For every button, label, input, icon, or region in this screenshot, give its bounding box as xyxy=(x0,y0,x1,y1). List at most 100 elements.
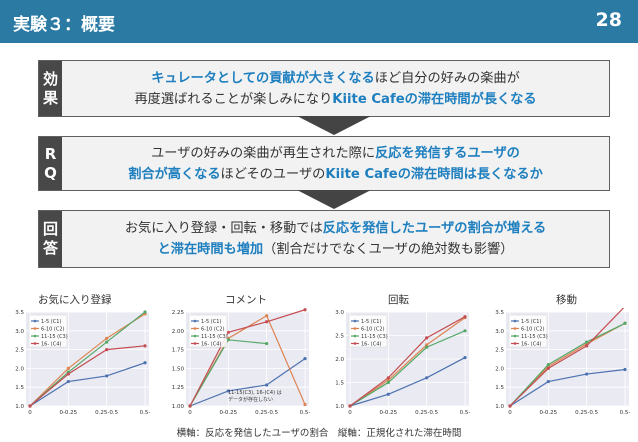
legend-label: 11-15 (C3) xyxy=(201,334,228,340)
data-point xyxy=(105,374,109,378)
series-line xyxy=(509,368,626,407)
legend-marker xyxy=(33,319,37,323)
legend-marker xyxy=(193,319,197,323)
x-tick-label: 0 xyxy=(348,410,352,416)
chart-favorite: 1.0 1.5 2.0 2.5 3.0 3.5 0 0-0.25 0.25-0.5 0.5- 1-5… xyxy=(15,310,151,416)
y-tick-label: 1.0 xyxy=(495,404,504,410)
down-arrow-1 xyxy=(297,116,371,135)
rq-line-1: ユーザの好みの楽曲が再生された際に反応を発信するユーザの xyxy=(151,143,520,164)
data-point xyxy=(303,308,307,312)
data-point xyxy=(105,348,109,352)
legend-label: 11-15 (C3) xyxy=(41,334,68,340)
data-point xyxy=(105,340,109,344)
x-tick-label: 0.25-0.5 xyxy=(575,410,598,416)
rq-line-1-bold: 反応を発信するユーザの xyxy=(375,145,520,161)
legend-label: 16- (C4) xyxy=(201,342,221,348)
legend-label: 6-10 (C2) xyxy=(521,327,545,333)
data-point xyxy=(463,329,467,333)
series-line xyxy=(29,345,146,407)
data-point xyxy=(265,383,269,387)
data-point xyxy=(546,379,550,384)
y-tick-label: 2.5 xyxy=(15,348,24,354)
answer-line-1-bold: 反応を発信したユーザの割合が増える xyxy=(322,221,547,236)
rq-text: ユーザの好みの楽曲が再生された際に反応を発信するユーザの 割合が高くなるほどその… xyxy=(62,137,609,190)
legend: 1-5 (C1) 6-10 (C2)11-15 (C3) 16- (C4) xyxy=(508,314,548,348)
x-tick-label: 0.5- xyxy=(140,410,151,416)
legend-marker xyxy=(513,334,517,338)
data-point xyxy=(386,380,390,385)
data-point xyxy=(585,372,589,376)
legend-label: 1-5 (C1) xyxy=(41,319,61,325)
answer-block: 回 答 お気に入り登録・回転・移動では反応を発信したユーザの割合が増える と滞在… xyxy=(38,210,610,268)
legend: 1-5 (C1) 6-10 (C2)11-15 (C3) 16- (C4) xyxy=(28,314,68,348)
answer-line-1-normal: お気に入り登録・回転・移動では xyxy=(124,221,323,236)
legend-label: 16- (C4) xyxy=(361,342,381,348)
chart-title-favorite: お気に入り登録 xyxy=(38,294,112,306)
series-line xyxy=(509,322,626,407)
answer-line-2: と滞在時間も増加（割合だけでなくユーザの絶対数も影響） xyxy=(158,239,514,260)
legend-label: 1-5 (C1) xyxy=(361,319,381,325)
rq-line-2: 割合が高くなるほどそのユーザのKiite Cafeの滞在時間は長くなるか xyxy=(128,164,543,185)
x-tick-label: 0.25-0.5 xyxy=(255,410,278,416)
data-point xyxy=(386,392,390,396)
series-line xyxy=(509,308,625,407)
y-tick-label: 1.25 xyxy=(172,385,185,391)
chart-comment: 1.00 1.25 1.50 1.75 2.00 2.25 0 0-0.25 0.25-0.5 0… xyxy=(172,308,310,416)
y-tick-label: 2.5 xyxy=(495,348,504,354)
data-point xyxy=(386,376,390,380)
series-line xyxy=(349,316,466,407)
legend-label: 11-15 (C3) xyxy=(361,334,388,340)
legend-label: 6-10 (C2) xyxy=(201,327,225,333)
data-point xyxy=(66,372,70,376)
data-point xyxy=(546,363,550,367)
rq-line-2-bold: 割合が高くなる xyxy=(128,166,221,182)
effect-line-2-normal: 再度選ばれることが楽しみになり xyxy=(134,91,333,107)
legend-marker xyxy=(353,327,357,330)
down-arrow-2 xyxy=(297,190,371,209)
legend-label: 16- (C4) xyxy=(41,342,61,348)
legend-marker xyxy=(513,342,517,345)
x-tick-label: 0.5- xyxy=(620,410,631,416)
data-point xyxy=(623,321,627,325)
y-tick-label: 3.0 xyxy=(495,329,504,335)
data-point xyxy=(425,336,429,340)
series-line xyxy=(189,309,306,407)
data-point xyxy=(265,341,269,346)
y-tick-label: 3.0 xyxy=(335,310,344,316)
effect-line-2: 再度選ばれることが楽しみになりKiite Cafeの滞在時間が長くなる xyxy=(134,89,536,110)
effect-line-2-bold: Kiite Cafeの滞在時間が長くなる xyxy=(332,91,537,107)
data-point xyxy=(303,402,307,407)
y-tick-label: 3.5 xyxy=(495,310,504,316)
rq-label: R Q xyxy=(39,137,62,190)
rq-block: R Q ユーザの好みの楽曲が再生された際に反応を発信するユーザの 割合が高くなる… xyxy=(38,136,610,191)
answer-text: お気に入り登録・回転・移動では反応を発信したユーザの割合が増える と滞在時間も増… xyxy=(62,211,609,267)
data-point xyxy=(425,343,429,347)
legend-marker xyxy=(353,319,357,323)
data-point xyxy=(265,314,269,318)
series-line xyxy=(509,322,626,407)
chart-rotate: 1.0 1.5 2.0 2.5 3.0 0 0-0.25 0.25-0.5 0.5- 1-5 (C… xyxy=(335,310,470,416)
series-line xyxy=(29,311,146,407)
data-point xyxy=(463,355,467,360)
legend-label: 16- (C4) xyxy=(521,342,541,348)
y-tick-label: 2.0 xyxy=(15,366,24,372)
data-point xyxy=(463,315,467,319)
legend-label: 1-5 (C1) xyxy=(201,319,221,325)
data-point xyxy=(143,361,147,365)
effect-line-1: キュレータとしての貢献が大きくなるほど自分の好みの楽曲が xyxy=(151,68,520,89)
effect-text: キュレータとしての貢献が大きくなるほど自分の好みの楽曲が 再度選ばれることが楽し… xyxy=(62,61,609,116)
x-tick-label: 0.25-0.5 xyxy=(95,410,118,416)
data-point xyxy=(265,320,269,324)
legend-marker xyxy=(33,334,37,338)
effect-label-char-1: 効 xyxy=(42,69,58,88)
legend-marker xyxy=(33,342,37,345)
legend: 1-5 (C1) 6-10 (C2)11-15 (C3) 16- (C4) xyxy=(188,314,228,348)
y-tick-label: 1.00 xyxy=(172,404,185,410)
y-tick-label: 2.5 xyxy=(335,334,344,340)
y-tick-label: 1.0 xyxy=(335,404,344,410)
chart-annotation: データが存在しない xyxy=(228,396,273,403)
legend: 1-5 (C1) 6-10 (C2)11-15 (C3) 16- (C4) xyxy=(348,314,388,348)
data-point xyxy=(546,366,550,370)
legend-marker xyxy=(513,327,517,330)
legend-label: 1-5 (C1) xyxy=(521,319,541,325)
